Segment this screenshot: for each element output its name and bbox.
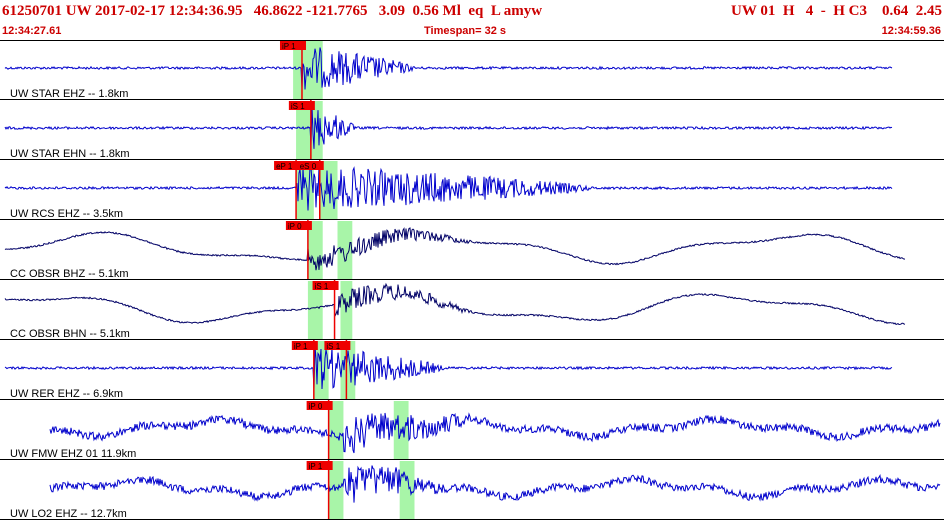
- pick-window: [340, 341, 356, 399]
- trace-7: iP 0 UW FMW EHZ 01 11.9km: [0, 400, 944, 460]
- pick-label: iS 1: [326, 342, 340, 351]
- event-header: 61250701 UW 2017-02-17 12:34:36.95 46.86…: [0, 0, 944, 40]
- pick-window: [328, 401, 344, 459]
- pick-flag: [306, 401, 333, 410]
- waveform: [4, 164, 893, 211]
- pick-label: iP 0: [288, 222, 302, 231]
- pick-label: iP 1: [282, 42, 296, 51]
- end-time: 12:34:59.36: [881, 25, 941, 37]
- waveform: [4, 47, 893, 90]
- event-quality: UW 01 H 4 - H C3 0.64 2.45: [731, 3, 942, 19]
- waveform: [4, 346, 893, 390]
- waveform: [4, 282, 906, 326]
- start-time: 12:34:27.61: [2, 25, 62, 37]
- pick-flag: [324, 341, 351, 350]
- trace-4: iP 0 CC OBSR BHZ -- 5.1km: [0, 220, 944, 280]
- pick-flag: [297, 161, 324, 170]
- pick-label: iS 1: [315, 282, 329, 291]
- station-label: UW RER EHZ -- 6.9km: [10, 388, 123, 400]
- trace-1: iP 1 UW STAR EHZ -- 1.8km: [0, 40, 944, 100]
- station-label: UW FMW EHZ 01 11.9km: [10, 448, 136, 460]
- pick-flag: [291, 341, 318, 350]
- pick-label: eP 1: [276, 162, 293, 171]
- trace-3: eP 1 eS 0 UW RCS EHZ -- 3.5km: [0, 160, 944, 220]
- trace-8: iP 1 UW LO2 EHZ -- 12.7km: [0, 460, 944, 520]
- pick-flag: [285, 221, 312, 230]
- station-label: UW RCS EHZ -- 3.5km: [10, 208, 123, 220]
- pick-label: iP 1: [309, 462, 323, 471]
- station-label: CC OBSR BHZ -- 5.1km: [10, 268, 129, 280]
- waveform: [49, 412, 941, 454]
- pick-label: eS 0: [300, 162, 317, 171]
- trace-2: iS 1 UW STAR EHN -- 1.8km: [0, 100, 944, 160]
- pick-label: iP 1: [294, 342, 308, 351]
- pick-flag: [279, 41, 306, 50]
- waveform: [4, 227, 906, 271]
- seismogram-panel[interactable]: iP 1 UW STAR EHZ -- 1.8km iS 1 UW STAR EHN …: [0, 40, 944, 520]
- event-summary: 61250701 UW 2017-02-17 12:34:36.95 46.86…: [2, 3, 543, 19]
- pick-window: [328, 461, 344, 519]
- pick-label: iS 1: [291, 102, 305, 111]
- waveform: [49, 465, 941, 503]
- pick-flag: [306, 461, 333, 470]
- pick-window: [307, 281, 323, 339]
- station-label: CC OBSR BHN -- 5.1km: [10, 328, 130, 340]
- timespan-label: Timespan= 32 s: [424, 25, 507, 37]
- trace-5: iS 1 CC OBSR BHN -- 5.1km: [0, 280, 944, 340]
- pick-flag: [288, 101, 315, 110]
- pick-flag: [274, 161, 301, 170]
- pick-label: iP 0: [309, 402, 323, 411]
- pick-window: [399, 461, 415, 519]
- station-label: UW LO2 EHZ -- 12.7km: [10, 508, 127, 520]
- trace-6: iP 1 iS 1 UW RER EHZ -- 6.9km: [0, 340, 944, 400]
- pick-flag: [312, 281, 339, 290]
- station-label: UW STAR EHN -- 1.8km: [10, 148, 130, 160]
- pick-window: [337, 221, 353, 279]
- station-label: UW STAR EHZ -- 1.8km: [10, 88, 128, 100]
- waveform: [4, 105, 893, 149]
